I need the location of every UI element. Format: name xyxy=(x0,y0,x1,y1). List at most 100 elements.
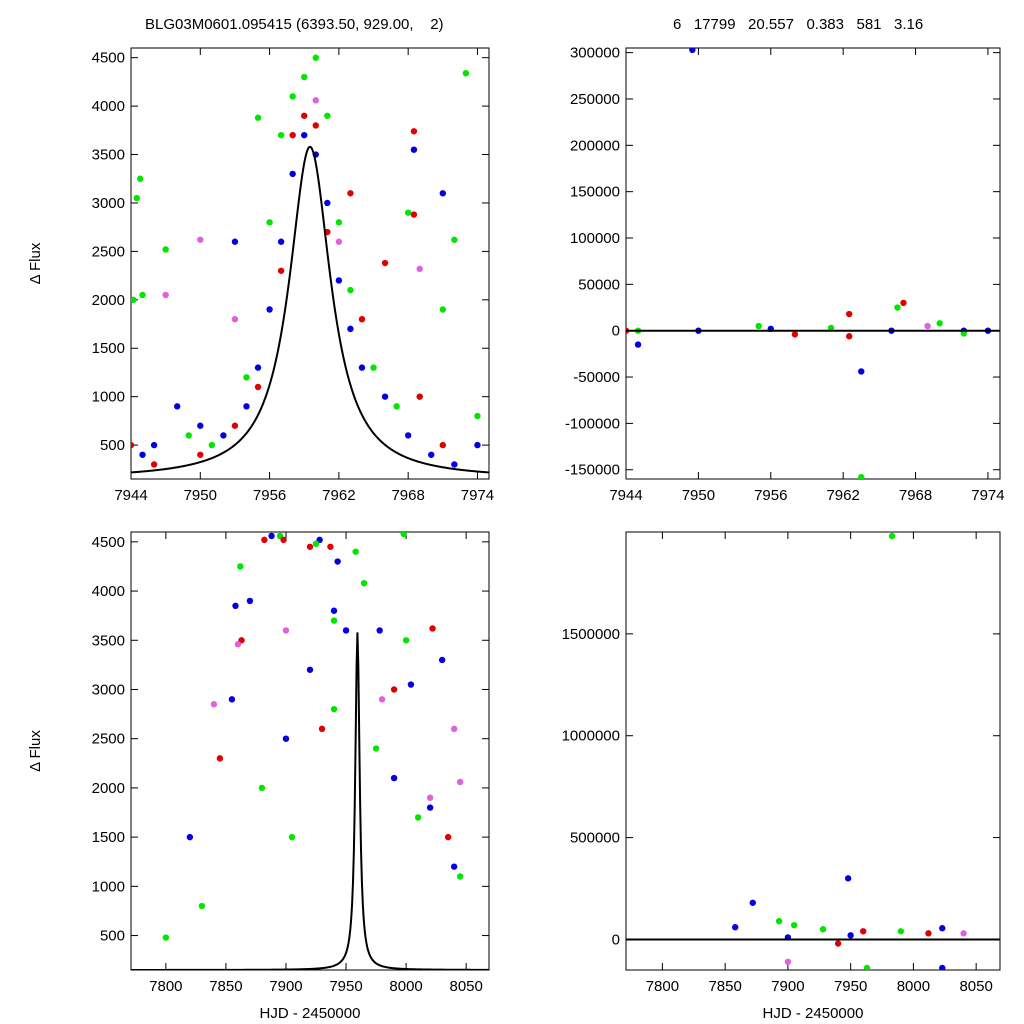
x-tick-label: 8000 xyxy=(897,978,930,995)
data-point-blue xyxy=(376,627,383,634)
data-point-blue xyxy=(358,364,366,371)
y-tick-label: 300000 xyxy=(570,45,620,62)
data-point-blue xyxy=(220,432,227,439)
y-tick-label: 1000000 xyxy=(562,728,620,745)
data-point-blue xyxy=(228,696,236,703)
data-point-red xyxy=(312,122,319,129)
data-point-green xyxy=(131,296,137,304)
data-point-blue xyxy=(186,833,194,841)
data-point-blue xyxy=(439,190,447,197)
data-point-green xyxy=(474,412,481,420)
data-point-red xyxy=(444,833,452,841)
data-point-green xyxy=(827,324,835,332)
data-point-green xyxy=(312,540,320,548)
y-tick-label: 1000 xyxy=(92,878,125,895)
data-point-red xyxy=(410,128,418,135)
data-point-green xyxy=(370,364,377,371)
data-point-blue xyxy=(268,532,275,540)
data-point-red xyxy=(131,441,135,449)
data-point-blue xyxy=(173,403,181,410)
data-point-blue xyxy=(939,925,946,932)
data-point-blue xyxy=(330,607,338,614)
data-point-green xyxy=(162,246,169,253)
x-tick-label: 7956 xyxy=(754,487,787,504)
data-point-green xyxy=(139,291,146,299)
data-point-violet xyxy=(784,958,792,966)
data-point-red xyxy=(845,310,853,318)
data-point-red xyxy=(261,536,268,544)
y-tick-label: 2000 xyxy=(92,292,125,309)
y-axis-label: Δ Flux xyxy=(27,730,44,772)
data-point-violet xyxy=(456,778,464,786)
data-point-green xyxy=(400,532,407,538)
y-tick-label: 50000 xyxy=(578,276,620,293)
data-point-green xyxy=(324,112,331,119)
data-point-red xyxy=(416,393,423,400)
data-point-green xyxy=(858,473,865,479)
data-point-green xyxy=(360,579,368,587)
y-tick-label: 150000 xyxy=(570,184,620,201)
data-point-blue xyxy=(197,422,204,429)
data-point-red xyxy=(381,259,389,267)
data-point-red xyxy=(289,131,296,139)
data-point-red xyxy=(347,190,354,197)
data-point-blue xyxy=(139,451,146,458)
y-tick-label: -100000 xyxy=(565,415,620,432)
data-point-blue xyxy=(266,306,273,313)
data-point-green xyxy=(330,617,338,624)
data-point-green xyxy=(402,637,410,644)
data-point-blue xyxy=(426,804,434,811)
data-point-green xyxy=(936,320,943,327)
x-tick-label: 7944 xyxy=(609,487,642,504)
data-point-green xyxy=(237,563,244,570)
y-tick-label: 1500000 xyxy=(562,626,620,643)
data-point-green xyxy=(330,705,338,713)
data-point-green xyxy=(960,330,968,337)
x-tick-label: 7968 xyxy=(391,487,424,504)
data-point-red xyxy=(410,211,418,218)
data-point-red xyxy=(197,451,204,458)
data-point-green xyxy=(198,902,206,910)
data-point-blue xyxy=(847,932,854,939)
data-point-green xyxy=(185,432,192,439)
x-axis-label: HJD - 2450000 xyxy=(763,1005,864,1022)
data-point-red xyxy=(860,928,867,935)
x-tick-label: 7962 xyxy=(322,487,355,504)
y-tick-label: 500 xyxy=(100,437,125,454)
data-point-red xyxy=(280,536,287,544)
y-tick-label: 0 xyxy=(612,931,620,948)
y-tick-label: 2500 xyxy=(92,243,125,260)
y-tick-label: 3000 xyxy=(92,195,125,212)
y-tick-label: 3500 xyxy=(92,147,125,164)
data-point-violet xyxy=(312,97,319,104)
data-point-green xyxy=(258,784,266,792)
data-point-red xyxy=(231,422,239,429)
x-tick-label: 7850 xyxy=(708,978,741,995)
data-point-violet xyxy=(960,930,967,937)
data-point-green xyxy=(288,833,296,841)
x-axis-label: HJD - 2450000 xyxy=(260,1005,361,1022)
data-points xyxy=(626,48,992,479)
data-point-red xyxy=(925,930,932,937)
y-tick-label: -150000 xyxy=(565,462,620,479)
data-point-violet xyxy=(416,265,423,273)
x-tick-label: 7974 xyxy=(461,487,494,504)
x-tick-label: 7900 xyxy=(771,978,804,995)
panel-top-right: 7944 7950 7956 7962 7968 7974 -150000 -100000 -5… xyxy=(565,45,1005,504)
data-point-violet xyxy=(234,641,242,648)
data-point-red xyxy=(327,543,334,550)
data-point-green xyxy=(372,745,380,752)
data-point-violet xyxy=(162,291,169,299)
data-point-green xyxy=(335,219,343,226)
data-point-blue xyxy=(410,146,418,153)
y-tick-label: 3000 xyxy=(92,681,125,698)
data-point-green xyxy=(404,209,412,216)
data-point-blue xyxy=(150,441,158,449)
plot-frame xyxy=(130,47,490,480)
data-point-red xyxy=(216,755,224,762)
data-point-green xyxy=(133,194,140,202)
panel-top-left: 7944 7950 7956 7962 7968 7974 500 1000 1500 2000 2… xyxy=(27,47,494,504)
x-tick-label: 7850 xyxy=(209,978,242,995)
data-point-green xyxy=(863,964,871,970)
data-point-green xyxy=(352,548,359,555)
